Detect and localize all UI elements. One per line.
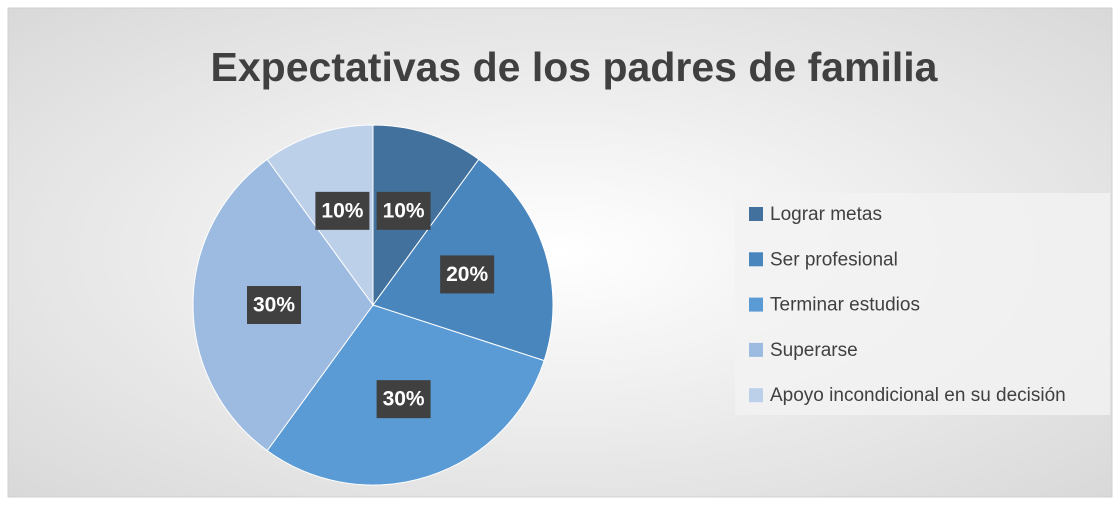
data-label: 20%: [446, 263, 488, 286]
legend-swatch: [749, 207, 763, 221]
chart-title: Expectativas de los padres de familia: [211, 44, 939, 90]
data-label-box: [376, 191, 431, 230]
data-label-box: [376, 380, 431, 419]
data-label: 30%: [253, 294, 295, 317]
legend-label: Ser profesional: [770, 249, 898, 270]
data-label-box: [247, 286, 301, 324]
legend-swatch: [749, 342, 763, 357]
legend-label: Lograr metas: [770, 204, 882, 225]
legend-swatch: [749, 297, 763, 312]
legend-box: [735, 193, 1110, 415]
legend-swatch: [749, 388, 763, 403]
legend-label: Superarse: [770, 340, 858, 361]
data-label: 10%: [383, 199, 425, 222]
legend-label: Terminar estudios: [770, 295, 920, 316]
data-label: 10%: [321, 199, 363, 222]
legend-label: Apoyo incondicional en su decisión: [770, 385, 1066, 406]
legend-swatch: [749, 252, 763, 267]
data-label: 30%: [383, 388, 425, 411]
data-label-box: [315, 191, 370, 230]
data-label-box: [440, 255, 495, 294]
